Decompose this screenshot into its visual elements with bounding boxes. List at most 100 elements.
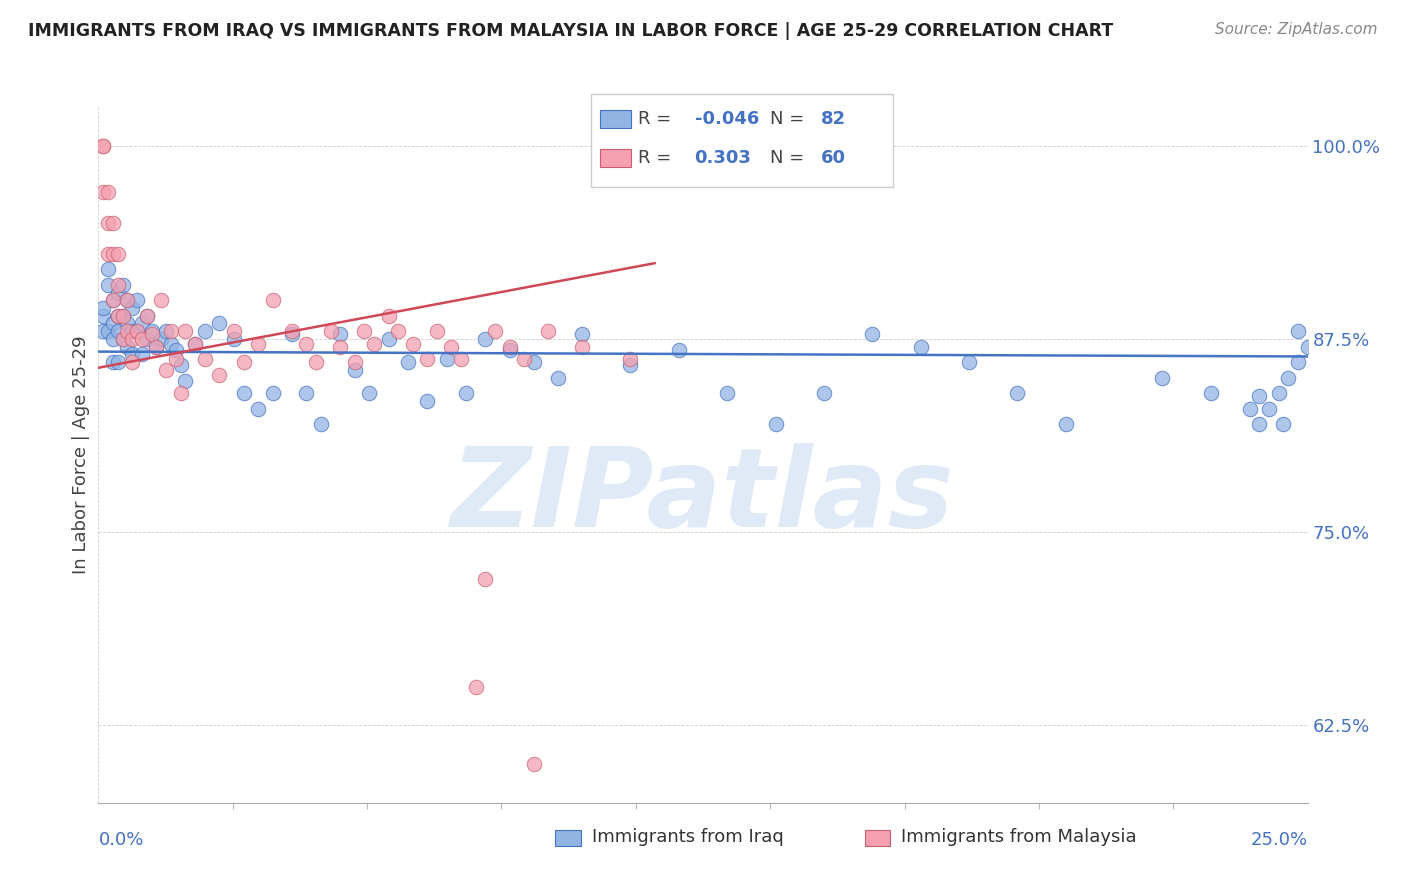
Point <box>111 309 134 323</box>
Point <box>117 293 139 308</box>
Point <box>111 277 134 292</box>
Point <box>150 332 173 346</box>
Point <box>169 358 191 372</box>
Y-axis label: In Labor Force | Age 25-29: In Labor Force | Age 25-29 <box>72 335 90 574</box>
Point <box>91 185 114 199</box>
Point <box>169 386 191 401</box>
Point <box>97 324 120 338</box>
Text: Immigrants from Malaysia: Immigrants from Malaysia <box>901 828 1137 846</box>
Point <box>247 336 270 351</box>
Point <box>222 324 245 338</box>
Point <box>329 340 352 354</box>
Point <box>107 247 129 261</box>
Point <box>450 352 472 367</box>
Point <box>1257 401 1279 416</box>
Point <box>436 352 458 367</box>
Point <box>107 355 129 369</box>
Point <box>127 324 149 338</box>
Point <box>232 386 254 401</box>
Point <box>1286 355 1309 369</box>
Point <box>309 417 332 431</box>
Point <box>474 572 496 586</box>
Point <box>141 324 163 338</box>
Point <box>523 355 546 369</box>
Text: 60: 60 <box>821 149 846 167</box>
Point <box>101 332 124 346</box>
Point <box>131 332 153 346</box>
Point <box>295 386 318 401</box>
Point <box>402 336 425 351</box>
Point <box>91 138 114 153</box>
Point <box>135 309 157 323</box>
Point <box>295 336 318 351</box>
Point <box>101 293 124 308</box>
Point <box>498 340 520 354</box>
Point <box>329 327 352 342</box>
Point <box>165 343 187 357</box>
Text: -0.046: -0.046 <box>695 110 759 128</box>
Point <box>619 358 641 372</box>
Point <box>194 352 217 367</box>
Text: Source: ZipAtlas.com: Source: ZipAtlas.com <box>1215 22 1378 37</box>
Point <box>107 277 129 292</box>
Point <box>101 216 124 230</box>
Point <box>121 347 143 361</box>
Point <box>121 355 143 369</box>
Point <box>1277 370 1299 384</box>
Point <box>222 332 245 346</box>
Point <box>416 393 439 408</box>
Point <box>194 324 217 338</box>
Point <box>1267 386 1289 401</box>
Point <box>121 332 143 346</box>
Point <box>464 680 486 694</box>
Point <box>111 332 134 346</box>
Point <box>262 386 284 401</box>
Point <box>571 327 593 342</box>
Point <box>97 262 120 277</box>
Point <box>454 386 477 401</box>
Point <box>141 327 163 342</box>
Point <box>1239 401 1261 416</box>
Point <box>1286 324 1309 338</box>
Text: 82: 82 <box>821 110 846 128</box>
Point <box>97 277 120 292</box>
Point <box>319 324 342 338</box>
Text: N =: N = <box>770 149 810 167</box>
Point <box>1249 417 1271 431</box>
Point <box>474 332 496 346</box>
Point <box>498 343 520 357</box>
Point <box>184 336 207 351</box>
Point <box>121 301 143 315</box>
Point <box>145 340 167 354</box>
Text: R =: R = <box>638 149 678 167</box>
Point <box>155 324 177 338</box>
Point <box>107 285 129 300</box>
Point <box>117 324 139 338</box>
Point <box>117 317 139 331</box>
Point <box>135 332 157 346</box>
Text: IMMIGRANTS FROM IRAQ VS IMMIGRANTS FROM MALAYSIA IN LABOR FORCE | AGE 25-29 CORR: IMMIGRANTS FROM IRAQ VS IMMIGRANTS FROM … <box>28 22 1114 40</box>
Point <box>117 293 139 308</box>
Point <box>363 336 385 351</box>
Point <box>513 352 536 367</box>
Point <box>247 401 270 416</box>
Point <box>396 355 419 369</box>
Point <box>1272 417 1295 431</box>
Point <box>957 355 980 369</box>
Point <box>135 309 157 323</box>
Point <box>426 324 449 338</box>
Point <box>716 386 738 401</box>
Point <box>343 363 366 377</box>
Point <box>860 327 883 342</box>
Point <box>91 309 114 323</box>
Text: Immigrants from Iraq: Immigrants from Iraq <box>592 828 783 846</box>
Point <box>1152 370 1174 384</box>
Point <box>127 293 149 308</box>
Text: N =: N = <box>770 110 810 128</box>
Point <box>160 324 183 338</box>
Point <box>1249 389 1271 403</box>
Point <box>547 370 569 384</box>
Point <box>101 247 124 261</box>
Point <box>101 293 124 308</box>
Point <box>107 309 129 323</box>
